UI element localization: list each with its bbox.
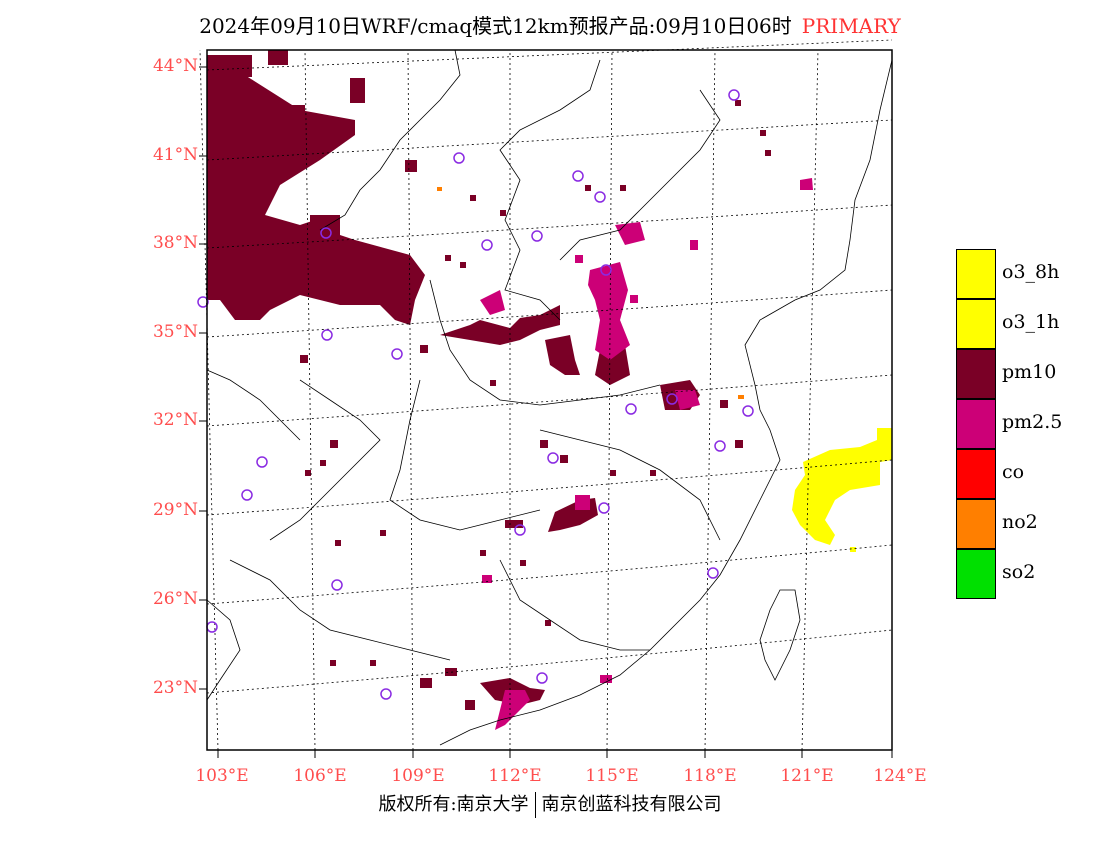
lon-label-103: 103°E: [195, 766, 249, 786]
legend-label: no2: [1002, 511, 1038, 533]
lat-label-32: 32°N: [152, 410, 198, 430]
lat-label-23: 23°N: [152, 678, 198, 698]
map-title: 2024年09月10日WRF/cmaq模式12km预报产品:09月10日06时 P…: [0, 10, 1100, 39]
map-frame: [206, 49, 893, 751]
lon-label-124: 124°E: [873, 766, 927, 786]
copyright-footer: 版权所有:南京大学 南京创蓝科技有限公司: [0, 790, 1100, 818]
axis-ticks: [199, 66, 893, 758]
lat-label-38: 38°N: [152, 233, 198, 253]
legend-swatch: [956, 299, 996, 349]
legend-swatch: [956, 449, 996, 499]
legend-swatch: [956, 249, 996, 299]
lon-label-112: 112°E: [488, 766, 542, 786]
footer-left: 版权所有:南京大学: [378, 794, 529, 815]
lat-label-44: 44°N: [152, 56, 198, 76]
legend-swatch: [956, 499, 996, 549]
legend-swatch: [956, 399, 996, 449]
boundaries: [206, 49, 893, 746]
legend-label: so2: [1002, 561, 1036, 583]
legend-label: o3_8h: [1002, 261, 1060, 283]
lon-label-115: 115°E: [585, 766, 639, 786]
legend-label: co: [1002, 461, 1025, 483]
legend-swatch: [956, 349, 996, 399]
legend-label: o3_1h: [1002, 311, 1060, 333]
lat-label-29: 29°N: [152, 500, 198, 520]
lat-label-26: 26°N: [152, 589, 198, 609]
lat-label-35: 35°N: [152, 322, 198, 342]
lon-label-106: 106°E: [293, 766, 347, 786]
legend-label: pm2.5: [1002, 411, 1063, 433]
o3-region: [792, 428, 892, 552]
title-tag: PRIMARY: [801, 14, 901, 38]
lat-label-41: 41°N: [152, 145, 198, 165]
station-markers: [197, 89, 754, 700]
legend-swatch: [956, 549, 996, 599]
footer-right: 南京创蓝科技有限公司: [541, 794, 722, 815]
title-main: 2024年09月10日WRF/cmaq模式12km预报产品:09月10日06时: [199, 14, 792, 38]
pm10-regions: [207, 50, 771, 710]
no2-region: [437, 187, 744, 399]
pm25-regions: [480, 178, 813, 730]
lon-label-118: 118°E: [683, 766, 737, 786]
legend-label: pm10: [1002, 361, 1057, 383]
lon-label-109: 109°E: [391, 766, 445, 786]
lon-label-121: 121°E: [780, 766, 834, 786]
footer-divider: [534, 792, 536, 818]
